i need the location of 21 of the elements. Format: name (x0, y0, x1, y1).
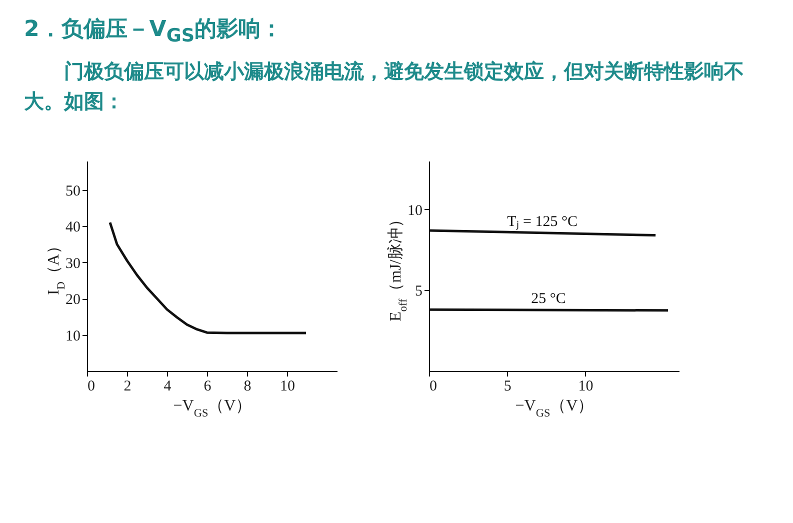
x-axis-title: −V$_{GS}$（V） (173, 398, 252, 420)
x-tick-label: 10 (280, 378, 295, 395)
y-tick-label: 10 (66, 328, 80, 345)
y-tick-label: 50 (66, 184, 80, 200)
x-tick-label: 8 (244, 378, 252, 395)
chart-title: 2．负偏压－V$_{GS}$的影响： (24, 16, 284, 46)
x-tick-label: 6 (204, 378, 212, 395)
x-tick-label: 10 (578, 378, 594, 395)
y-tick-label: 40 (66, 220, 80, 236)
x-tick-label: 2 (124, 378, 132, 395)
y-tick-label: 20 (66, 292, 80, 308)
text: 门极负偏压可以减小漏极浪涌电流，避免发生锁定效应，但对关断特性影响不大。如图： (24, 58, 745, 116)
series-label: Tⱼ = 125 °C (507, 214, 578, 230)
line-series (108, 222, 308, 335)
x-tick-label: 0 (430, 378, 437, 395)
x-tick-label: 4 (164, 378, 172, 395)
x-axis-title: −V$_{GS}$（V） (515, 398, 594, 420)
x-tick-label: 0 (88, 378, 95, 395)
x-tick-label: 5 (504, 378, 512, 395)
y-tick-label: 30 (66, 256, 80, 272)
series-label: 25 °C (531, 291, 566, 308)
